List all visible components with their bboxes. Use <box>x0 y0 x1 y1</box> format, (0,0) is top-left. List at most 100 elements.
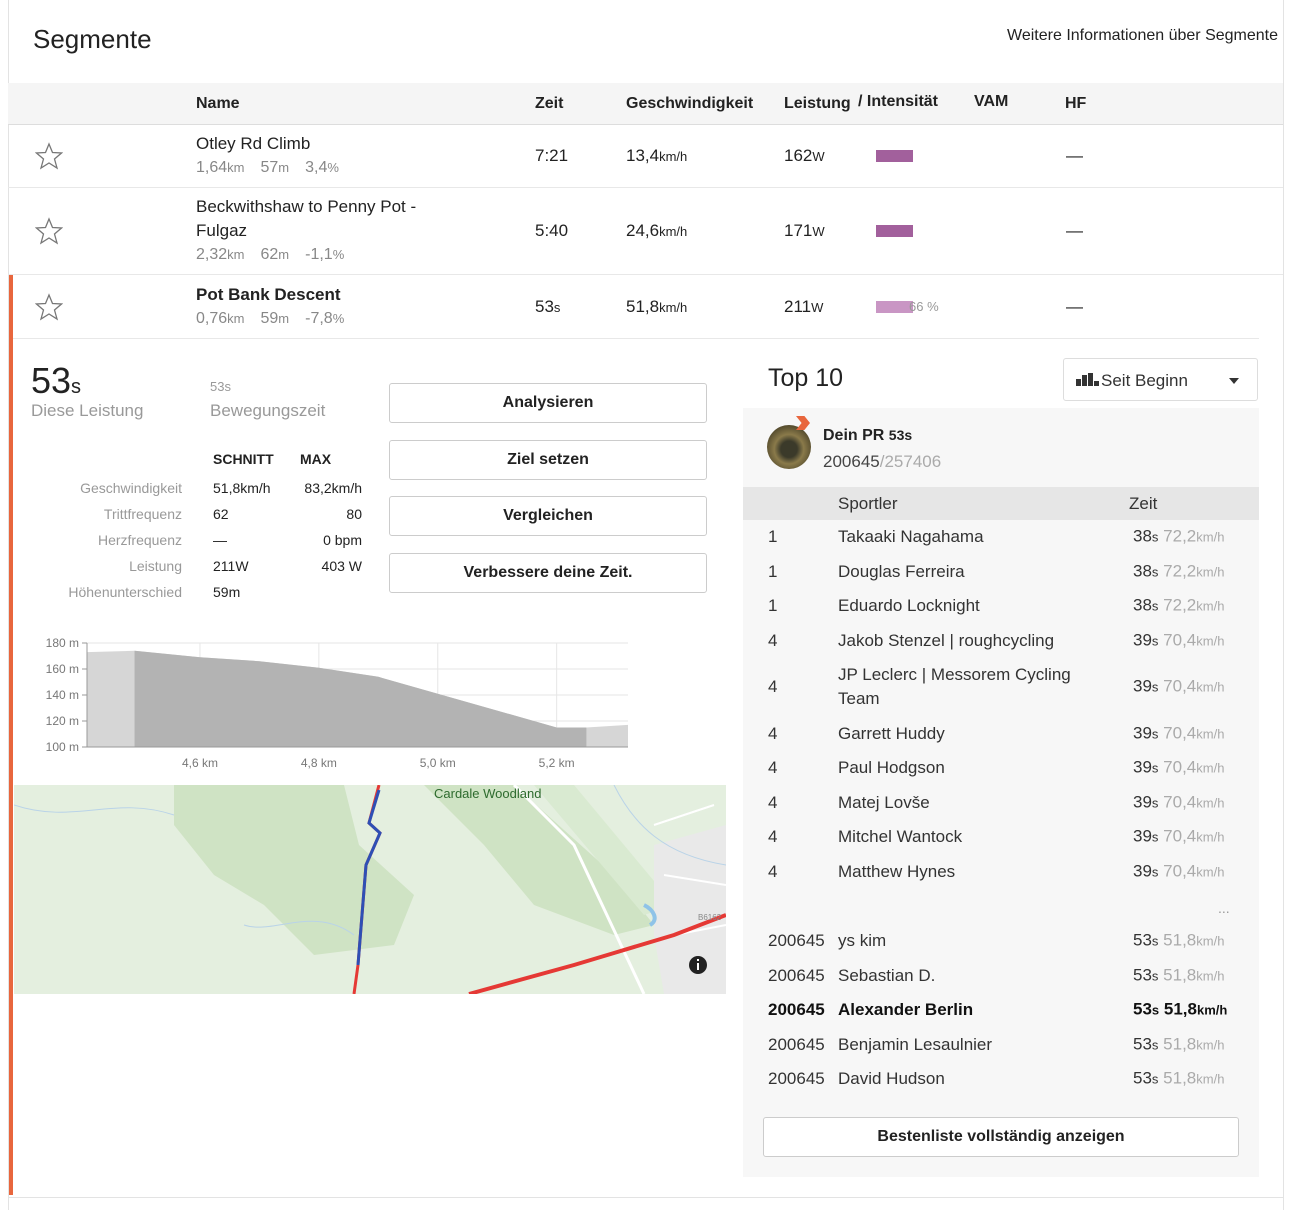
unit: km/h <box>659 224 688 239</box>
column-header: Leistung <box>784 95 851 112</box>
frame-right <box>1283 0 1284 1210</box>
action-button[interactable]: Vergleichen <box>389 496 707 536</box>
unit: m <box>278 247 290 262</box>
unit: km <box>227 160 245 175</box>
favorite-star[interactable] <box>35 292 63 321</box>
leaderboard-row: 4 Mitchel Wantock 39s 70,4km/h <box>743 820 1259 855</box>
athlete-name: JP Leclerc | Messorem Cycling Team <box>838 665 1071 709</box>
time-speed: 39s 70,4km/h <box>1133 675 1224 700</box>
stat-max: 80 <box>346 506 362 522</box>
unit: s <box>1151 829 1159 845</box>
stat-max: 403 W <box>321 558 362 574</box>
moving-label: Bewegungszeit <box>210 401 326 420</box>
speed: 13,4 <box>626 146 660 165</box>
time: 39 <box>1133 676 1152 696</box>
unit: km/h <box>1196 864 1225 880</box>
rank: 4 <box>768 723 778 743</box>
athlete-name: Douglas Ferreira <box>838 561 965 581</box>
athlete-name: Matthew Hynes <box>838 862 956 882</box>
full-leaderboard-button[interactable]: Bestenliste vollständig anzeigen <box>763 1117 1239 1157</box>
favorite-star[interactable] <box>35 217 63 245</box>
time: 53 <box>1133 1034 1152 1054</box>
unit: km/h <box>1196 529 1225 545</box>
time-speed: 53s 51,8km/h <box>1133 963 1224 988</box>
speed: 70,4 <box>1163 861 1197 881</box>
leaderboard-col: Sportler <box>838 494 898 513</box>
segment-name-block: Beckwithshaw to Penny Pot - Fulgaz 2,32km… <box>196 195 456 267</box>
action-button[interactable]: Analysieren <box>389 383 707 423</box>
column-header: VAM <box>974 93 1009 110</box>
leaderboard-row: 4 Jakob Stenzel | roughcycling 39s 70,4km/… <box>743 624 1259 659</box>
road-label: B6162 <box>698 913 722 922</box>
speed: 72,2 <box>1163 526 1197 546</box>
time: 38 <box>1133 526 1152 546</box>
segment-power: 162W <box>784 146 825 166</box>
unit: km/h <box>1196 726 1225 742</box>
stat-avg: 62 <box>213 506 229 522</box>
speed: 72,2 <box>1163 561 1197 581</box>
rank: 200645 <box>768 1034 825 1054</box>
athlete-name: Eduardo Locknight <box>838 596 980 616</box>
unit: % <box>327 160 339 175</box>
y-tick-label: 180 m <box>46 636 79 650</box>
time-speed: 39s 70,4km/h <box>1133 721 1224 746</box>
unit: s <box>1151 529 1159 545</box>
speed: 51,8 <box>1163 930 1197 950</box>
unit: m <box>278 160 290 175</box>
segment-distance: 2,32 <box>196 246 228 263</box>
time-speed: 53s 51,8km/h <box>1133 1067 1224 1092</box>
time: 7:21 <box>535 146 569 165</box>
rank: 4 <box>768 827 778 847</box>
unit: km/h <box>1196 760 1225 776</box>
pr-rank: 200645/257406 <box>823 452 941 472</box>
unit: % <box>332 247 345 262</box>
pr-label-text: Dein PR <box>823 427 885 444</box>
row-divider <box>8 187 1283 188</box>
time-speed: 39s 70,4km/h <box>1133 629 1224 654</box>
speed: 24,6 <box>626 221 660 240</box>
unit: km/h <box>1196 1037 1225 1053</box>
stat-label: Trittfrequenz <box>103 506 182 522</box>
segment-power: 211W <box>784 297 823 317</box>
rank: 1 <box>768 561 778 581</box>
unit: s <box>1151 679 1159 695</box>
rank: 4 <box>768 862 778 882</box>
speed: 51,8 <box>1163 1068 1197 1088</box>
y-tick-label: 120 m <box>46 714 79 728</box>
unit: W <box>812 149 825 164</box>
segment-speed: 24,6km/h <box>626 221 687 241</box>
y-tick-label: 140 m <box>46 688 79 702</box>
leaderboard-row: 4 Paul Hodgson 39s 70,4km/h <box>743 751 1259 786</box>
unit: km/h <box>659 299 688 315</box>
leaderboard-title: Top 10 <box>768 364 844 392</box>
intensity-bar <box>876 225 913 237</box>
favorite-star[interactable] <box>35 142 63 170</box>
column-header: Zeit <box>535 95 564 112</box>
unit: s <box>553 299 561 315</box>
leaderboard-row: 200645 Alexander Berlin 53s 51,8km/h <box>743 993 1259 1028</box>
moving-time: 53s <box>210 379 231 394</box>
time: 38 <box>1133 595 1152 615</box>
stat-label: Höhenunterschied <box>68 584 182 600</box>
segment-elevation: 57 <box>260 159 279 176</box>
time: 39 <box>1133 757 1152 777</box>
leaderboard-col: Zeit <box>1129 494 1158 513</box>
action-button[interactable]: Verbessere deine Zeit. <box>389 553 707 593</box>
pr-label: Dein PR 53s <box>823 427 912 445</box>
athlete-name: ys kim <box>838 931 887 951</box>
power: 162 <box>784 146 813 165</box>
action-button[interactable]: Ziel setzen <box>389 440 707 480</box>
x-tick-label: 5,2 km <box>539 756 575 770</box>
speed: 70,4 <box>1163 630 1197 650</box>
elevation-segment <box>134 650 587 747</box>
segment-time: 7:21 <box>535 146 568 166</box>
unit: km/h <box>1196 1071 1225 1087</box>
map: Cardale Woodland B6162 <box>14 785 726 994</box>
rank: 4 <box>768 758 778 778</box>
time: 39 <box>1133 826 1152 846</box>
rank: 1 <box>768 527 778 547</box>
filter-dropdown[interactable]: Seit Beginn <box>1063 358 1258 401</box>
segment-name-block: Otley Rd Climb 1,64km 57m 3,4% <box>196 132 456 180</box>
time: 53 <box>31 360 72 401</box>
info-link[interactable]: Weitere Informationen über Segmente <box>1007 27 1278 44</box>
